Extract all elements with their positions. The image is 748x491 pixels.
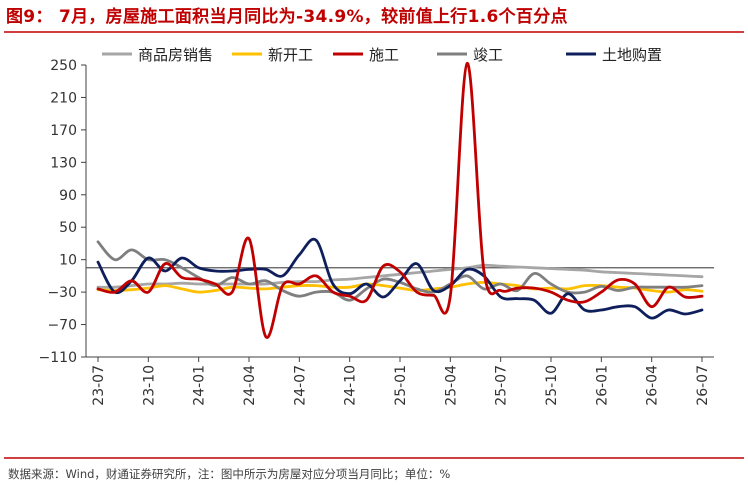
- x-tick-label: 26-01: [594, 365, 610, 406]
- x-axis: 23-07 23-10 24-01 24-04 24-07 24-10 25-01 25-04…: [86, 356, 714, 406]
- x-tick-label: 24-10: [343, 365, 359, 406]
- x-tick-label: 25-10: [544, 365, 560, 406]
- x-tick-label: 25-01: [393, 365, 409, 406]
- x-tick-label: 24-04: [242, 365, 258, 406]
- land-purchase-series-line: [96, 237, 704, 320]
- legend-item-new-start: 新开工: [232, 46, 313, 64]
- y-tick-label: 50: [59, 220, 77, 236]
- legend-label: 竣工: [473, 46, 503, 64]
- figure-title: 图9： 7月，房屋施工面积当月同比为-34.9%，较前值上行1.6个百分点: [6, 7, 568, 27]
- legend-item-construction: 施工: [333, 46, 399, 64]
- chart-legend: 商品房销售 新开工 施工 竣工 土地购置: [102, 46, 662, 64]
- series-lines: [96, 61, 704, 339]
- y-tick-label: 170: [50, 123, 77, 139]
- construction-series-line: [96, 61, 704, 339]
- y-axis: −110 −70 −30 10 50 90 130 170 210 250: [39, 58, 714, 366]
- source-note: 数据来源：Wind，财通证券研究所，注：图中所示为房屋对应分项当月同比；单位：%: [8, 467, 451, 481]
- x-tick-label: 26-07: [695, 365, 711, 406]
- legend-label: 新开工: [268, 46, 313, 64]
- y-tick-label: 250: [50, 58, 77, 74]
- y-tick-label: −30: [47, 285, 77, 301]
- legend-label: 商品房销售: [138, 46, 213, 64]
- y-tick-label: 210: [50, 90, 77, 106]
- legend-item-completion: 竣工: [437, 46, 503, 64]
- x-tick-label: 26-04: [645, 365, 661, 406]
- y-tick-label: −110: [39, 350, 77, 366]
- sales-series-line: [96, 263, 704, 289]
- y-tick-label: 10: [59, 253, 77, 269]
- legend-item-sales: 商品房销售: [102, 46, 213, 64]
- x-tick-label: 23-10: [141, 365, 157, 406]
- x-tick-label: 24-01: [192, 365, 208, 406]
- y-tick-label: 90: [59, 188, 77, 204]
- x-tick-label: 25-07: [494, 365, 510, 406]
- x-tick-label: 25-04: [443, 365, 459, 406]
- y-tick-label: 130: [50, 155, 77, 171]
- legend-label: 施工: [369, 46, 399, 64]
- x-tick-label: 23-07: [91, 365, 107, 406]
- legend-item-land-purchase: 土地购置: [566, 46, 662, 64]
- x-tick-label: 24-07: [292, 365, 308, 406]
- y-tick-label: −70: [47, 318, 77, 334]
- legend-label: 土地购置: [602, 46, 662, 64]
